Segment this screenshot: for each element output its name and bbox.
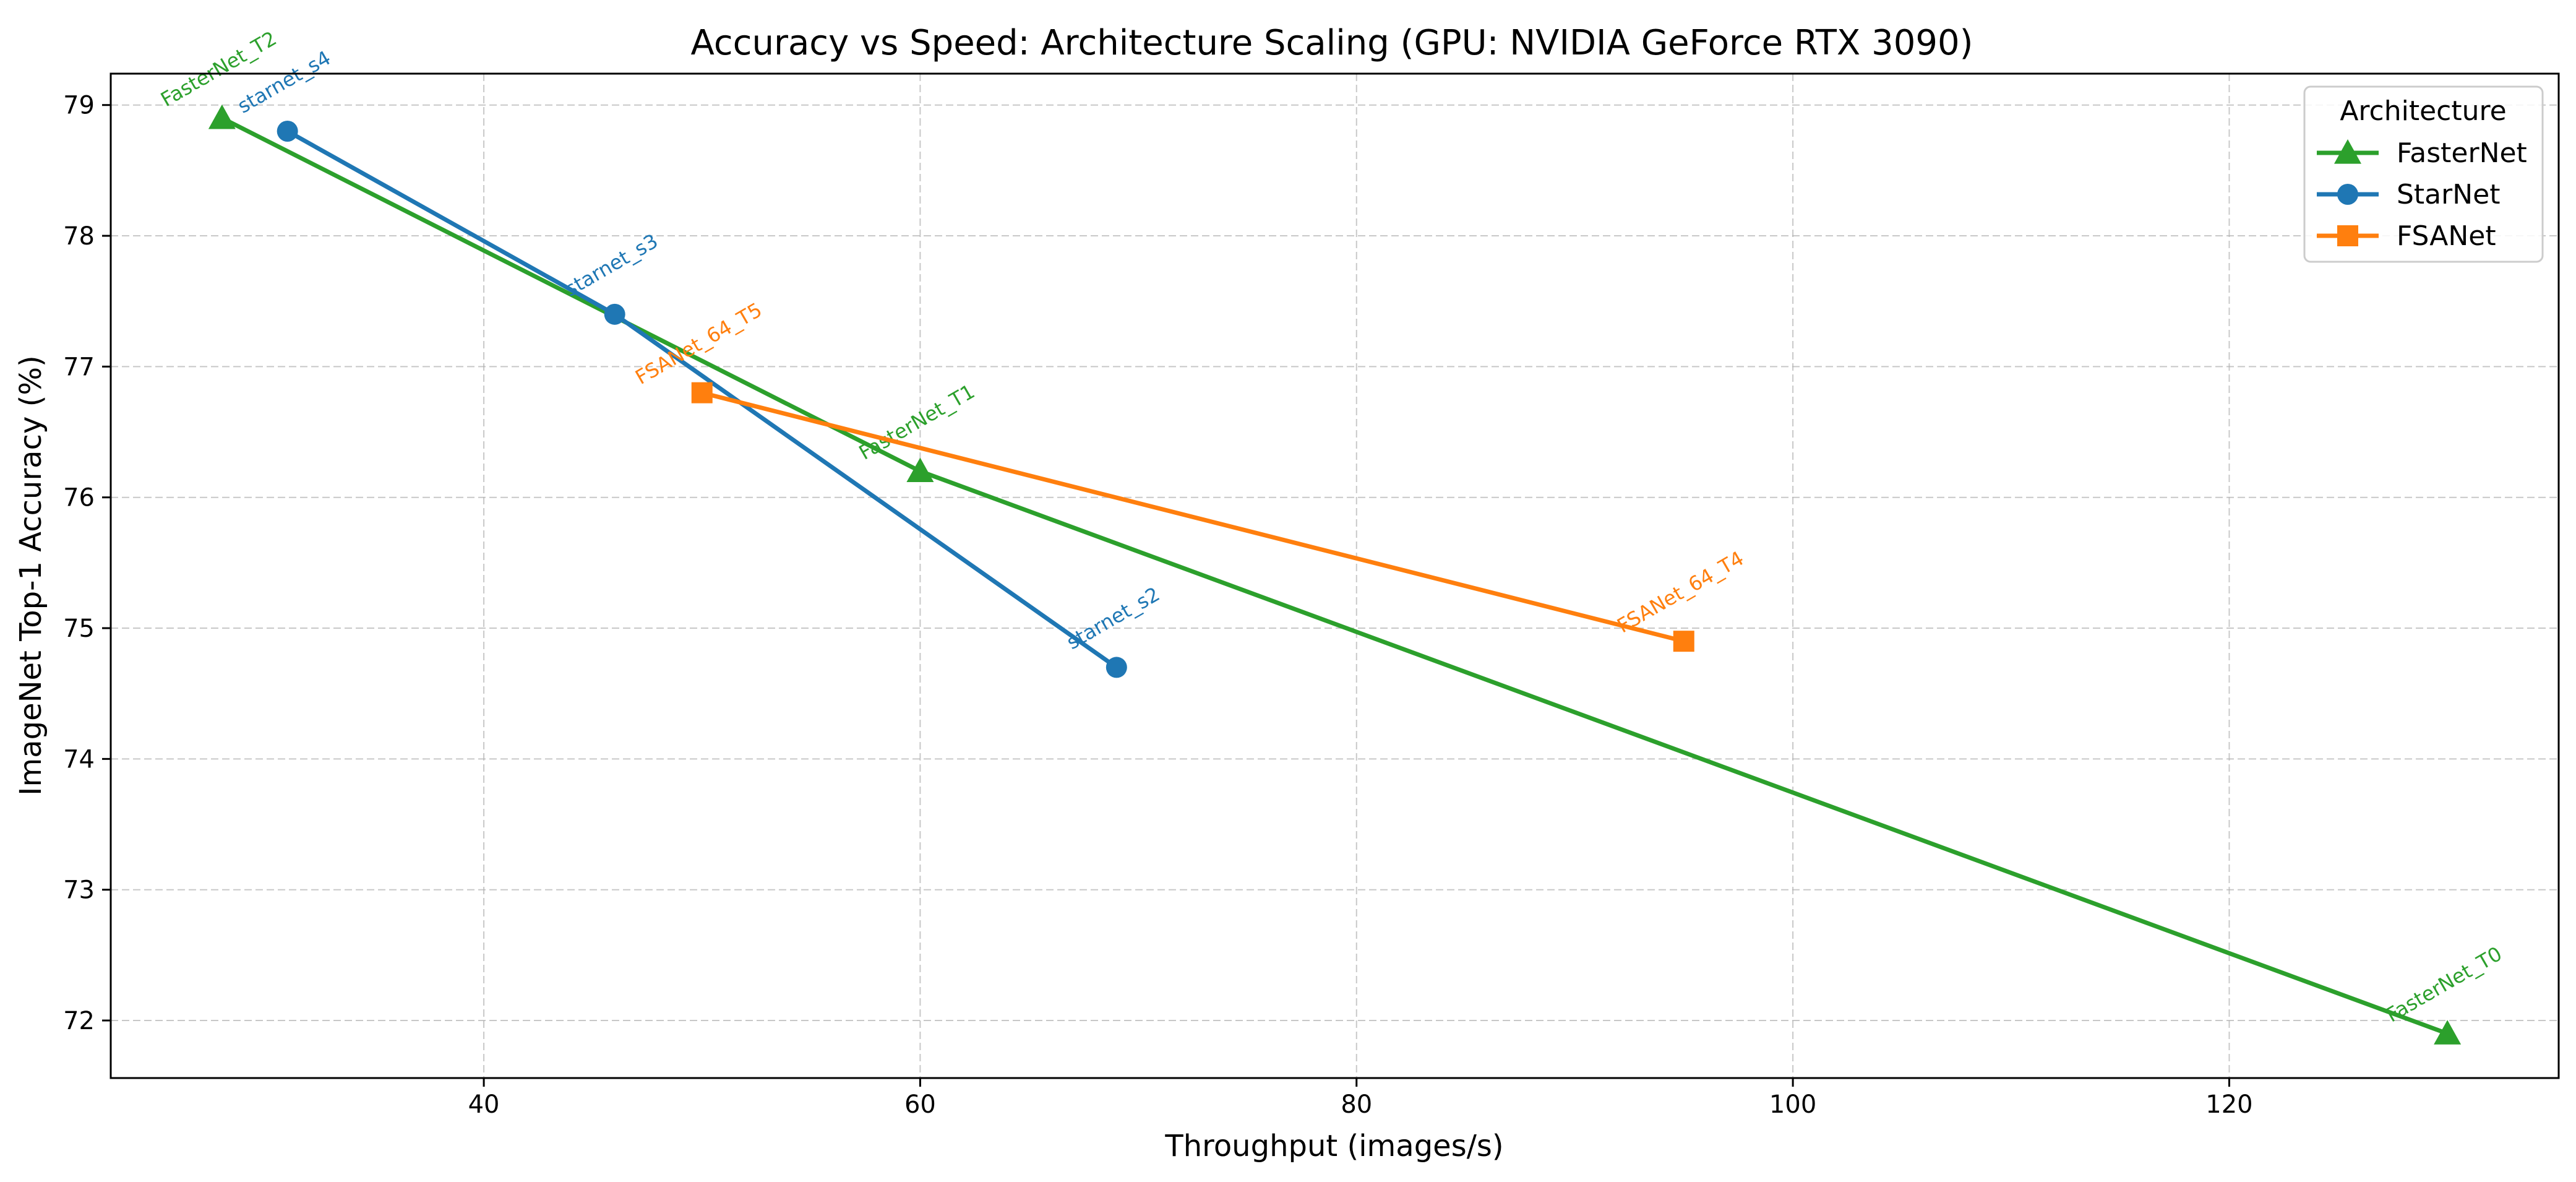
legend-title: Architecture: [2340, 95, 2506, 127]
legend-label: FSANet: [2397, 220, 2496, 252]
data-point-fasternet: [906, 457, 934, 483]
legend-swatch-marker: [2337, 225, 2358, 246]
legend-swatch-marker: [2337, 184, 2358, 205]
data-point-starnet: [1106, 657, 1127, 678]
legend-swatch-marker: [2334, 139, 2361, 164]
data-point-starnet: [604, 303, 625, 325]
legend-label: StarNet: [2397, 179, 2500, 210]
y-tick-label: 78: [63, 222, 95, 251]
legend-box: [2303, 85, 2544, 263]
legend-item-fasternet: FasterNet: [2317, 137, 2527, 169]
data-point-fsanet: [691, 382, 713, 403]
legend-items: FasterNet StarNet FSANet: [2317, 137, 2527, 252]
x-tick-label: 120: [2205, 1090, 2252, 1119]
grid: [111, 74, 2559, 1078]
legend-item-starnet: StarNet: [2317, 179, 2500, 210]
legend-label: FasterNet: [2397, 137, 2527, 169]
y-tick-label: 77: [63, 353, 95, 381]
data-point-fasternet: [2434, 1020, 2462, 1045]
x-tick-label: 100: [1769, 1090, 1816, 1119]
data-point-starnet: [277, 120, 298, 142]
chart-title: Accuracy vs Speed: Architecture Scaling …: [691, 23, 1973, 63]
legend-item-fsanet: FSANet: [2317, 220, 2496, 252]
data-point-fasternet: [208, 104, 236, 129]
plot-frame: [109, 72, 2560, 1079]
x-tick-label: 80: [1341, 1090, 1372, 1119]
y-axis-label: ImageNet Top-1 Accuracy (%): [14, 355, 48, 795]
x-axis-label: Throughput (images/s): [1164, 1129, 1503, 1163]
y-tick-label: 75: [63, 615, 95, 643]
y-tick-label: 74: [63, 745, 95, 774]
legend: Architecture FasterNet StarNet FSANet: [2303, 85, 2544, 263]
y-tick-label: 73: [63, 876, 95, 905]
y-tick-label: 76: [63, 484, 95, 512]
y-tick-label: 72: [63, 1007, 95, 1035]
y-tick-label: 79: [63, 92, 95, 120]
x-tick-label: 60: [904, 1090, 936, 1119]
data-point-fsanet: [1673, 631, 1694, 652]
x-tick-label: 40: [468, 1090, 500, 1119]
series-line-fsanet: [700, 390, 1686, 644]
ticks: 40 60 80 100 120 72 73 74 75 76 77 78 79: [63, 92, 2253, 1119]
